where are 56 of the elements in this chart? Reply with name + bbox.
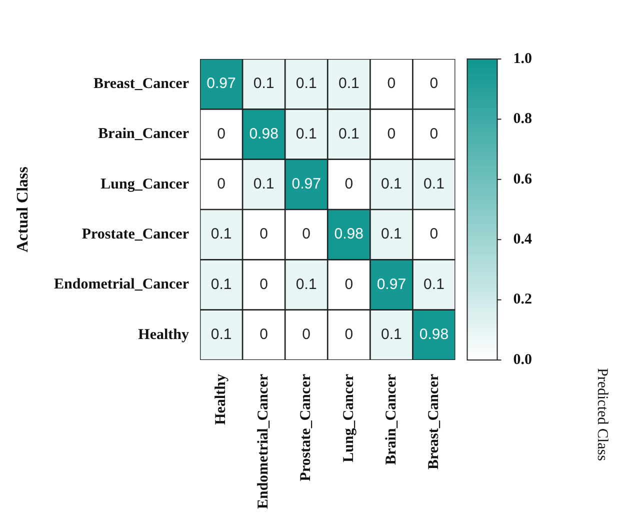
data-label: 0.1 [210,276,232,293]
x-tick-label: Healthy [213,374,230,425]
data-label: 0.1 [296,75,317,92]
data-label: 0 [302,226,311,243]
x-tick-label: Lung_Cancer [340,374,357,462]
data-label: 0 [260,276,268,293]
data-label: 0.1 [253,176,274,193]
y-tick-label: Healthy [138,326,190,343]
data-label: 0.1 [424,176,444,193]
data-label: 0.97 [292,176,321,193]
color-bar-label: 0.0 [513,352,532,368]
color-bar-label: 0.4 [513,231,532,248]
data-label: 0 [344,276,354,293]
text: Predicted Class [594,368,610,462]
data-label: 0 [430,75,438,92]
color-bar-label: 0.2 [513,292,532,308]
y-tick-label: Breast_Cancer [93,76,190,92]
y-axis-title: Actual Class [14,166,32,252]
data-label: 0.1 [253,75,274,92]
data-label: 0 [260,326,268,344]
color-bar-label: 1.0 [513,50,532,67]
data-label: 0.1 [296,125,317,142]
color-bar-label: 0.6 [513,171,532,188]
y-tick-label: Lung_Cancer [100,176,190,192]
data-label: 0 [217,125,226,142]
data-label: 0.1 [424,276,444,293]
data-label: 0.1 [338,125,360,142]
x-tick-label: Breast_Cancer [426,374,442,470]
data-label: 0.1 [210,226,232,243]
data-label: 0 [217,176,226,193]
color-bar-label: 0.8 [513,111,532,128]
data-label: 0 [430,125,438,142]
data-label: 0.97 [206,75,236,92]
data-label: 0 [344,326,354,344]
data-label: 0 [387,75,396,92]
x-tick-label: Prostate_Cancer [298,374,314,482]
data-label: 0 [344,176,354,193]
data-label: 0 [430,226,438,243]
x-tick-label: Endometrial_Cancer [256,374,272,510]
data-label: 0.1 [381,226,402,243]
y-tick-label: Endometrial_Cancer [54,276,190,293]
data-label: 0.98 [249,125,278,142]
y-tick-label: Prostate_Cancer [82,226,190,242]
data-label: 0.98 [419,326,449,344]
data-label: 0.1 [338,75,360,92]
data-label: 0.1 [210,326,232,344]
data-label: 0.1 [381,326,402,344]
data-label: 0 [387,125,396,142]
data-label: 0.1 [381,176,402,193]
data-label: 0.98 [334,226,364,243]
y-tick-label: Brain_Cancer [98,126,190,142]
data-label: 0 [302,326,311,344]
x-tick-label: Brain_Cancer [383,374,400,465]
data-label: 0.97 [376,276,406,293]
data-label: 0.1 [296,276,317,293]
data-label: 0 [260,226,268,243]
